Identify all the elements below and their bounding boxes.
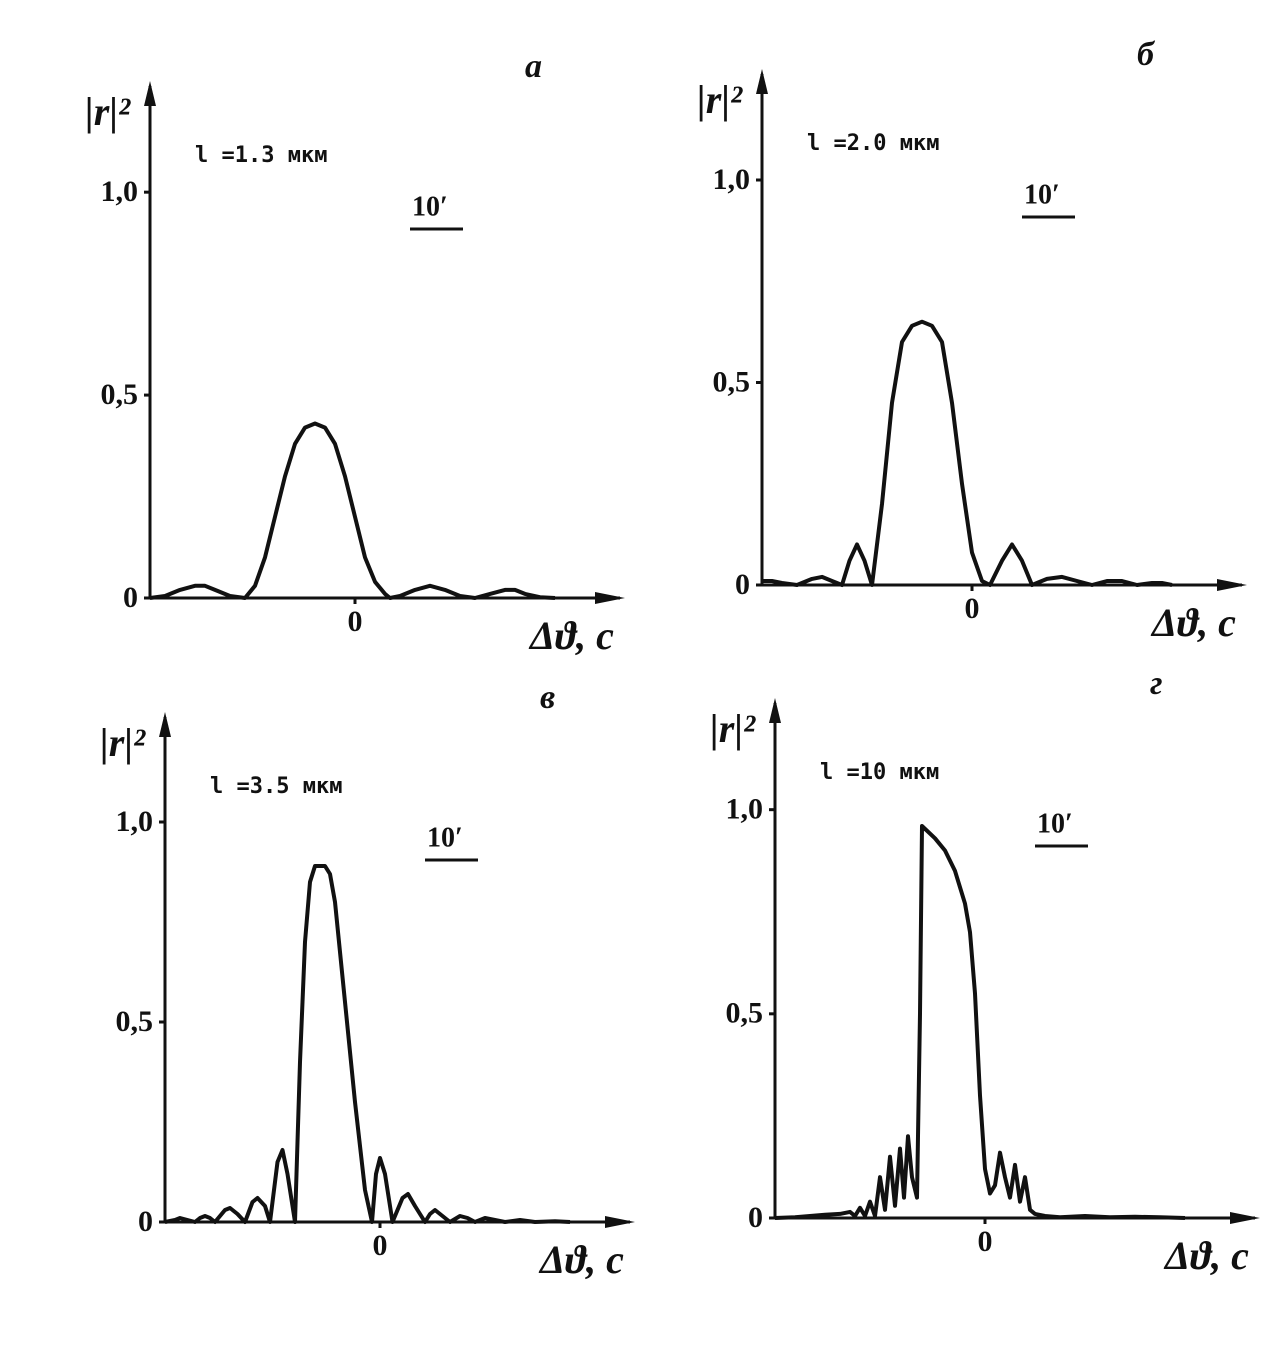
y-tick-label: 0 bbox=[748, 1201, 763, 1234]
curve bbox=[164, 864, 571, 1224]
x-axis-label: Δϑ, с bbox=[1150, 600, 1236, 645]
y-tick-label: 1,0 bbox=[116, 805, 154, 838]
curve bbox=[774, 824, 1186, 1220]
y-tick-label: 0,5 bbox=[101, 378, 139, 411]
panel-label: в bbox=[540, 679, 555, 716]
x-tick-label: 0 bbox=[965, 592, 980, 625]
y-axis-arrow bbox=[769, 698, 781, 723]
x-axis-label: Δϑ, с bbox=[1163, 1233, 1249, 1278]
y-tick-label: 0,5 bbox=[726, 997, 764, 1030]
y-tick-label: 0 bbox=[123, 581, 138, 614]
curve bbox=[762, 319, 1173, 587]
x-axis-label: Δϑ, с bbox=[538, 1237, 624, 1282]
x-tick-label: 0 bbox=[348, 605, 363, 638]
annotation: l =2.0 мкм bbox=[807, 131, 939, 156]
curve bbox=[149, 421, 556, 600]
y-axis-label: |r|² bbox=[697, 77, 743, 122]
x-tick-label: 0 bbox=[373, 1229, 388, 1262]
y-axis-label: |r|² bbox=[710, 706, 756, 751]
scale-label: 10′ bbox=[1037, 808, 1073, 839]
annotation: l =3.5 мкм bbox=[210, 774, 342, 799]
annotation: l =1.3 мкм bbox=[195, 143, 327, 168]
y-axis-label: |r|² bbox=[100, 720, 146, 765]
y-axis-arrow bbox=[144, 81, 156, 106]
scale-label: 10′ bbox=[427, 822, 463, 853]
x-axis-arrow bbox=[595, 592, 625, 604]
y-tick-label: 0,5 bbox=[116, 1005, 154, 1038]
y-tick-label: 0 bbox=[138, 1205, 153, 1238]
scale-label: 10′ bbox=[1024, 179, 1060, 210]
panel-label: б bbox=[1137, 36, 1156, 73]
x-tick-label: 0 bbox=[978, 1225, 993, 1258]
y-tick-label: 1,0 bbox=[713, 163, 751, 196]
y-tick-label: 1,0 bbox=[101, 175, 139, 208]
y-axis-label: |r|² bbox=[85, 89, 131, 134]
y-tick-label: 0,5 bbox=[713, 365, 751, 398]
y-tick-label: 1,0 bbox=[726, 793, 764, 826]
y-axis-arrow bbox=[756, 69, 768, 94]
panel-label: г bbox=[1150, 665, 1163, 702]
x-axis-arrow bbox=[1217, 579, 1247, 591]
panel-label: а bbox=[525, 48, 542, 85]
scale-label: 10′ bbox=[412, 191, 448, 222]
x-axis-arrow bbox=[605, 1216, 635, 1228]
y-tick-label: 0 bbox=[735, 568, 750, 601]
annotation: l =10 мкм bbox=[820, 760, 939, 785]
y-axis-arrow bbox=[159, 712, 171, 737]
x-axis-arrow bbox=[1230, 1212, 1260, 1224]
x-axis-label: Δϑ, с bbox=[528, 613, 614, 658]
